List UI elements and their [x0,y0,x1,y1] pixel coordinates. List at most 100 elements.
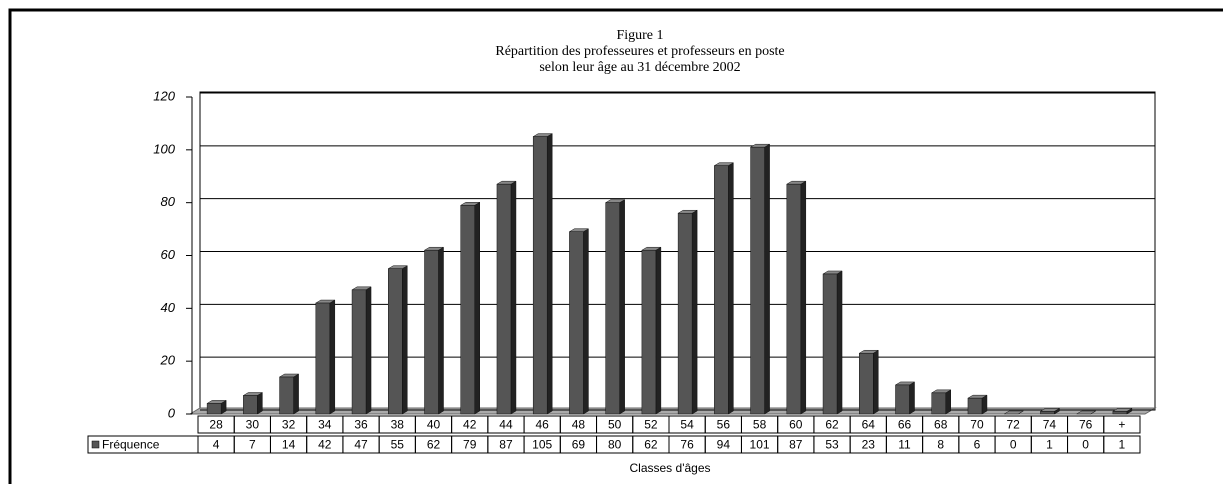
bar-top [1075,410,1097,415]
x-tick-label: 48 [572,418,586,432]
bar [569,231,584,415]
frame [8,8,1223,484]
table-value: 0 [1010,438,1017,452]
x-tick-label: 66 [898,418,912,432]
bar-side [546,133,553,415]
x-tick-label: 34 [318,418,332,432]
bar [351,289,367,415]
bar [496,183,512,415]
chart-title: Figure 1 [616,28,663,43]
table-value: 42 [318,438,332,452]
x-tick-label: 44 [499,418,513,432]
table-value: 62 [644,438,658,452]
bar-side [800,180,807,415]
table-value: 1 [1119,438,1126,452]
y-tick-label: 20 [160,353,176,368]
bar-side [655,246,662,415]
bar-side [583,228,589,415]
y-tick-label: 100 [153,141,175,156]
bar [532,136,548,415]
bar-top [1003,410,1025,415]
table-value: 101 [750,438,770,452]
y-tick-label: 0 [168,405,176,420]
bar-side [438,246,444,415]
table-value: 87 [789,438,803,452]
x-tick-label: + [1118,418,1125,432]
bar [424,249,439,415]
table-value: 11 [898,438,911,452]
bar [859,352,874,415]
x-axis-title: Classes d'âges [630,461,711,475]
x-tick-label: 72 [1007,418,1021,432]
table-value: 8 [937,438,944,452]
table-value: 7 [249,438,256,452]
bar [279,376,294,415]
x-tick-label: 40 [427,418,441,432]
table-value: 14 [282,438,296,452]
bar-side [836,270,843,415]
y-tick-label: 120 [153,88,175,103]
table-value: 55 [391,438,405,452]
table-value: 62 [427,438,441,452]
x-tick-label: 56 [717,418,731,432]
bar-side [728,162,734,415]
bar-side [257,392,263,415]
bar [1112,411,1128,415]
table-value: 6 [974,438,981,452]
bar [460,205,475,415]
table-cell [1103,415,1141,434]
table-value: 69 [572,438,586,452]
table-value: 79 [463,438,477,452]
bar-side [691,209,698,415]
table-value: 23 [862,438,876,452]
table-value: 4 [213,438,220,452]
x-tick-label: 36 [354,418,368,432]
bar-side [619,199,625,415]
y-tick-label: 80 [161,194,176,209]
bar [243,395,258,415]
legend-label: Fréquence [102,438,160,452]
bar [786,183,802,415]
bar [967,397,983,415]
x-tick-label: 30 [246,418,260,432]
bar [206,403,222,415]
x-tick-label: 62 [825,418,839,432]
bar-side [329,299,336,415]
x-tick-label: 54 [680,418,694,432]
table-cell [1103,435,1141,454]
x-tick-label: 64 [862,418,876,432]
bar [895,384,910,415]
bar-side [909,381,915,415]
x-tick-label: 52 [644,418,658,432]
table-value: 105 [532,438,552,452]
bar [714,165,729,415]
table-value: 80 [608,438,622,452]
x-tick-label: 76 [1079,418,1093,432]
bar-side [402,265,408,415]
x-tick-label: 50 [608,418,622,432]
x-tick-label: 38 [391,418,405,432]
bar [1040,411,1055,415]
bar [931,392,946,415]
bar-side [873,349,879,415]
bar-side [764,143,770,415]
table-value: 87 [499,438,513,452]
bar [605,202,620,415]
x-tick-label: 74 [1043,418,1057,432]
table-value: 47 [354,438,368,452]
y-tick-label: 60 [161,247,176,262]
bar-side [510,180,517,415]
x-tick-label: 32 [282,418,296,432]
bar [750,146,765,415]
x-tick-label: 68 [934,418,948,432]
bar-side [945,389,951,415]
bar [315,302,331,415]
table-value: 76 [680,438,694,452]
x-tick-label: 46 [536,418,550,432]
bar-side [293,373,299,415]
bar [677,212,693,415]
bar [822,273,838,415]
table-value: 1 [1046,438,1053,452]
chart-subtitle: Répartition des professeures et professe… [495,44,784,59]
x-tick-label: 70 [970,418,984,432]
